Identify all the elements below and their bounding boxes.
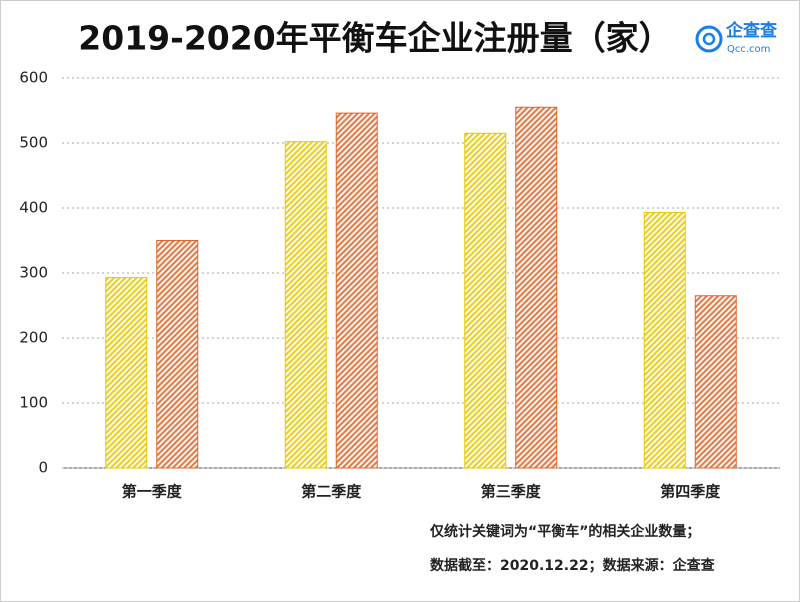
logo-icon [695, 25, 723, 53]
y-tick-label: 0 [38, 459, 48, 477]
logo-name: 企查查 [725, 20, 778, 41]
note: 数据截至：2020.12.22；数据来源：企查查 [430, 557, 716, 574]
note: 仅统计关键词为“平衡车”的相关企业数量； [429, 523, 700, 540]
y-tick-label: 600 [19, 69, 48, 87]
bar [694, 295, 737, 469]
y-tick-label: 500 [19, 134, 48, 152]
y-tick-label: 300 [19, 264, 48, 282]
bar [515, 106, 558, 469]
bar [464, 132, 507, 469]
chart-title: 2019-2020年平衡车企业注册量（家） [78, 19, 671, 58]
y-tick-label: 100 [19, 394, 48, 412]
logo: 企查查 Qcc.com [695, 20, 778, 55]
logo-site: Qcc.com [727, 44, 770, 55]
x-tick-label: 第三季度 [481, 483, 542, 501]
logo-icon-inner [702, 32, 716, 46]
x-tick-label: 第四季度 [660, 483, 721, 501]
bar [156, 240, 199, 469]
x-tick-label: 第一季度 [122, 483, 183, 501]
bar [335, 112, 378, 469]
bar [105, 277, 148, 469]
bar [284, 141, 327, 469]
y-tick-label: 200 [19, 329, 48, 347]
x-tick-label: 第二季度 [301, 483, 362, 501]
y-tick-label: 400 [19, 199, 48, 217]
bar [643, 212, 686, 469]
